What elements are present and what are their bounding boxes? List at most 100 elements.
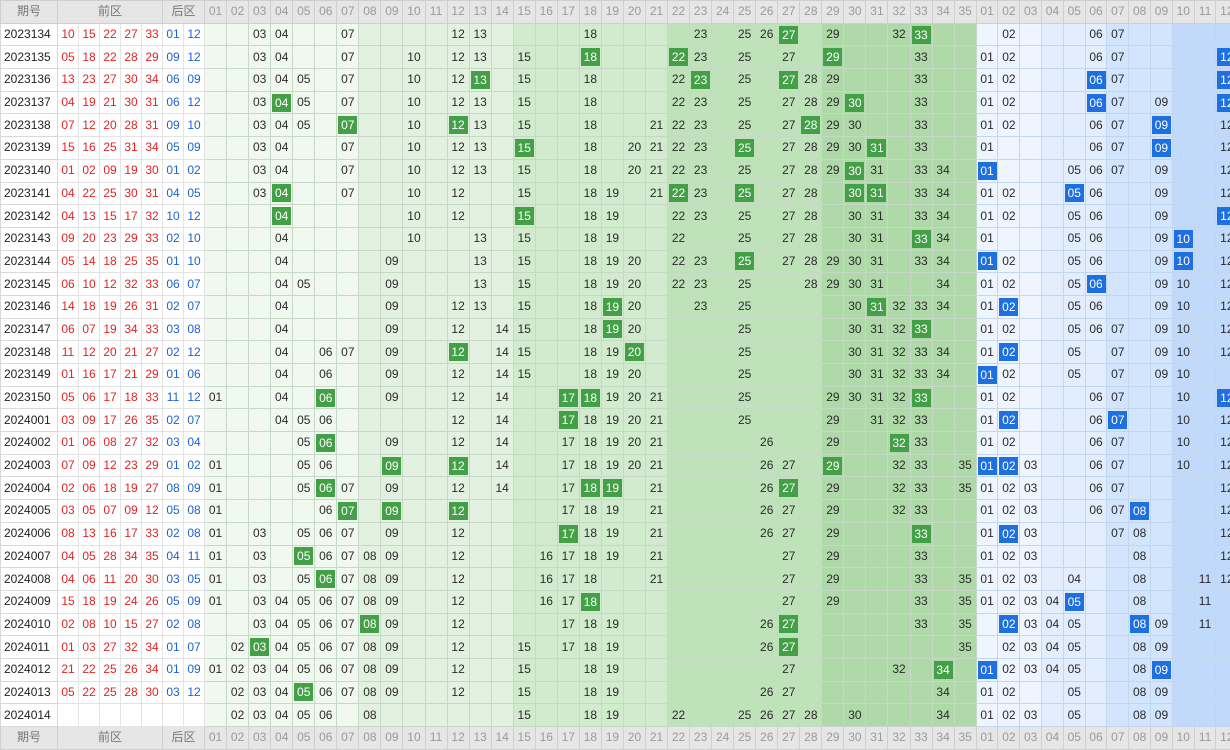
front-distribution-cell: 32	[888, 318, 910, 341]
back-distribution-cell: 01	[976, 341, 998, 364]
front-distribution-cell: 18	[579, 23, 601, 46]
front-distribution-cell: 21	[645, 477, 667, 500]
front-distribution-cell	[756, 568, 778, 591]
back-distribution-number: 02	[1002, 594, 1015, 608]
front-distribution-number: 19	[606, 209, 619, 223]
front-distribution-cell: 18	[579, 114, 601, 137]
back-distribution-cell: 08	[1129, 590, 1151, 613]
front-distribution-cell: 19	[601, 409, 623, 432]
front-hit-number: 28	[801, 116, 820, 134]
front-distribution-number: 33	[914, 186, 927, 200]
front-distribution-cell: 29	[822, 91, 844, 114]
front-distribution-cell	[668, 590, 690, 613]
front-draw-number: 23	[79, 69, 100, 92]
back-distribution-number: 12	[1220, 481, 1230, 495]
front-distribution-cell: 26	[756, 636, 778, 659]
front-distribution-cell: 32	[888, 500, 910, 523]
back-distribution-cell	[1107, 613, 1129, 636]
back-draw-number: 05	[184, 182, 205, 205]
back-distribution-cell	[1042, 704, 1064, 727]
front-distribution-cell	[888, 545, 910, 568]
front-distribution-cell	[205, 23, 227, 46]
front-distribution-number: 31	[870, 254, 883, 268]
back-distribution-number: 05	[1068, 685, 1081, 699]
front-draw-number: 23	[121, 454, 142, 477]
front-distribution-cell	[557, 341, 579, 364]
front-distribution-cell	[557, 69, 579, 92]
back-zone-header: 后区	[163, 727, 205, 750]
front-draw-number: 33	[142, 23, 163, 46]
front-distribution-cell: 07	[337, 46, 359, 69]
period-header: 期号	[1, 1, 58, 24]
back-distribution-number: 12	[1220, 231, 1230, 245]
front-distribution-cell: 30	[844, 91, 866, 114]
front-distribution-cell	[491, 227, 513, 250]
front-distribution-cell	[954, 205, 976, 228]
front-distribution-cell	[535, 658, 557, 681]
front-hit-number: 27	[779, 479, 798, 497]
front-distribution-number: 21	[650, 390, 663, 404]
back-distribution-cell	[1063, 69, 1085, 92]
front-distribution-cell	[866, 500, 888, 523]
back-distribution-cell	[1151, 590, 1173, 613]
front-distribution-number: 10	[407, 95, 420, 109]
back-distribution-cell	[1151, 522, 1173, 545]
front-distribution-number: 03	[253, 186, 266, 200]
front-draw-number: 25	[100, 182, 121, 205]
back-distribution-cell	[1194, 91, 1216, 114]
front-distribution-cell: 34	[932, 205, 954, 228]
front-distribution-cell: 23	[690, 205, 712, 228]
front-distribution-cell: 29	[822, 568, 844, 591]
front-distribution-cell: 04	[271, 590, 293, 613]
back-distribution-cell	[1085, 522, 1107, 545]
back-distribution-cell: 12	[1216, 250, 1230, 273]
front-distribution-cell	[844, 477, 866, 500]
front-distribution-cell: 13	[469, 295, 491, 318]
front-distribution-number: 33	[914, 367, 927, 381]
front-distribution-cell	[712, 341, 734, 364]
back-distribution-number: 03	[1024, 572, 1037, 586]
back-distribution-cell: 04	[1042, 613, 1064, 636]
back-distribution-cell: 06	[1085, 205, 1107, 228]
front-distribution-cell	[557, 273, 579, 296]
front-hit-number: 33	[912, 320, 931, 338]
back-distribution-cell	[1107, 545, 1129, 568]
back-distribution-cell	[1085, 636, 1107, 659]
front-distribution-cell: 33	[910, 182, 932, 205]
front-distribution-cell: 19	[601, 545, 623, 568]
back-draw-number: 03	[163, 568, 184, 591]
front-distribution-number: 04	[275, 72, 288, 86]
front-distribution-cell	[954, 23, 976, 46]
back-distribution-cell: 02	[998, 386, 1020, 409]
front-draw-number	[142, 704, 163, 727]
front-distribution-cell	[844, 409, 866, 432]
back-distribution-cell	[1151, 568, 1173, 591]
front-distribution-cell	[932, 409, 954, 432]
back-distribution-cell	[1042, 295, 1064, 318]
front-distribution-cell: 31	[866, 295, 888, 318]
front-distribution-cell	[800, 341, 822, 364]
front-draw-number: 05	[58, 46, 79, 69]
front-distribution-number: 04	[275, 163, 288, 177]
front-distribution-cell	[734, 590, 756, 613]
front-distribution-cell	[535, 409, 557, 432]
front-distribution-number: 19	[606, 345, 619, 359]
front-distribution-number: 12	[451, 299, 464, 313]
front-distribution-number: 28	[804, 72, 817, 86]
front-distribution-number: 05	[297, 572, 310, 586]
front-distribution-cell	[557, 159, 579, 182]
front-distribution-cell	[756, 590, 778, 613]
front-distribution-cell: 18	[579, 250, 601, 273]
back-distribution-cell: 07	[1107, 91, 1129, 114]
front-draw-number: 09	[100, 159, 121, 182]
period-cell: 2024013	[1, 681, 58, 704]
front-distribution-cell	[293, 295, 315, 318]
front-distribution-number: 10	[407, 118, 420, 132]
front-draw-number: 17	[100, 386, 121, 409]
front-distribution-cell: 32	[888, 409, 910, 432]
front-distribution-cell	[535, 318, 557, 341]
front-distribution-cell	[425, 227, 447, 250]
back-distribution-cell	[1172, 704, 1194, 727]
front-distribution-cell: 09	[381, 681, 403, 704]
front-distribution-cell: 33	[910, 295, 932, 318]
